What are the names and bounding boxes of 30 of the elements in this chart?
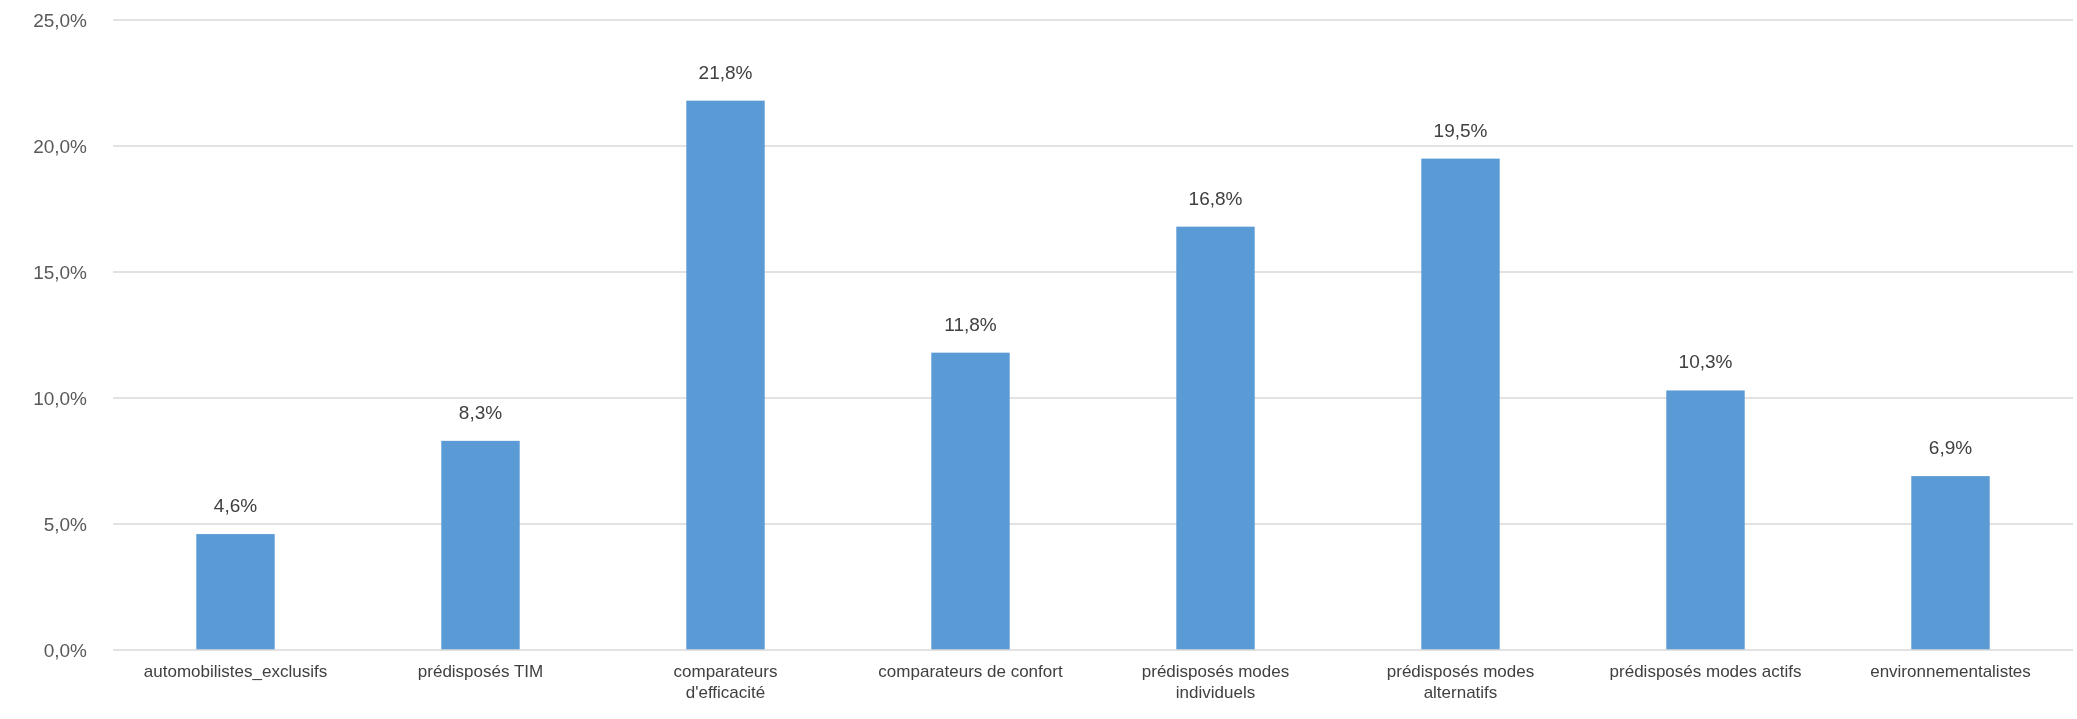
y-tick-label: 0,0% bbox=[43, 639, 88, 661]
x-tick-label: prédisposés modes alternatifs bbox=[1386, 662, 1535, 702]
bar bbox=[196, 534, 275, 650]
x-tick-label: prédisposés modes actifs bbox=[1609, 662, 1802, 681]
y-tick-label: 25,0% bbox=[33, 9, 88, 31]
bar bbox=[931, 352, 1010, 650]
data-label: 10,3% bbox=[1678, 351, 1733, 373]
x-tick-label: prédisposés TIM bbox=[417, 662, 544, 681]
bar bbox=[1176, 226, 1255, 650]
y-tick-label: 10,0% bbox=[33, 387, 88, 409]
data-label: 16,8% bbox=[1188, 187, 1243, 209]
bar bbox=[441, 440, 520, 650]
y-tick-label: 15,0% bbox=[33, 261, 88, 283]
y-tick-label: 20,0% bbox=[33, 135, 88, 157]
x-tick-label: comparateurs de confort bbox=[878, 662, 1063, 681]
data-label: 6,9% bbox=[1928, 437, 1973, 459]
x-tick-label: comparateurs d'efficacité bbox=[673, 662, 778, 702]
x-tick-label: environnementalistes bbox=[1870, 662, 2031, 681]
data-label: 11,8% bbox=[944, 313, 997, 335]
x-tick-label: automobilistes_exclusifs bbox=[143, 662, 328, 681]
data-label: 8,3% bbox=[458, 401, 503, 423]
y-tick-label: 5,0% bbox=[43, 513, 88, 535]
data-label: 19,5% bbox=[1433, 119, 1488, 141]
bar bbox=[686, 100, 765, 650]
bar bbox=[1421, 158, 1500, 650]
bar bbox=[1666, 390, 1745, 650]
x-tick-label: prédisposés modes individuels bbox=[1141, 662, 1290, 702]
data-label: 4,6% bbox=[213, 495, 258, 517]
bar bbox=[1911, 476, 1990, 650]
data-label: 21,8% bbox=[698, 61, 753, 83]
